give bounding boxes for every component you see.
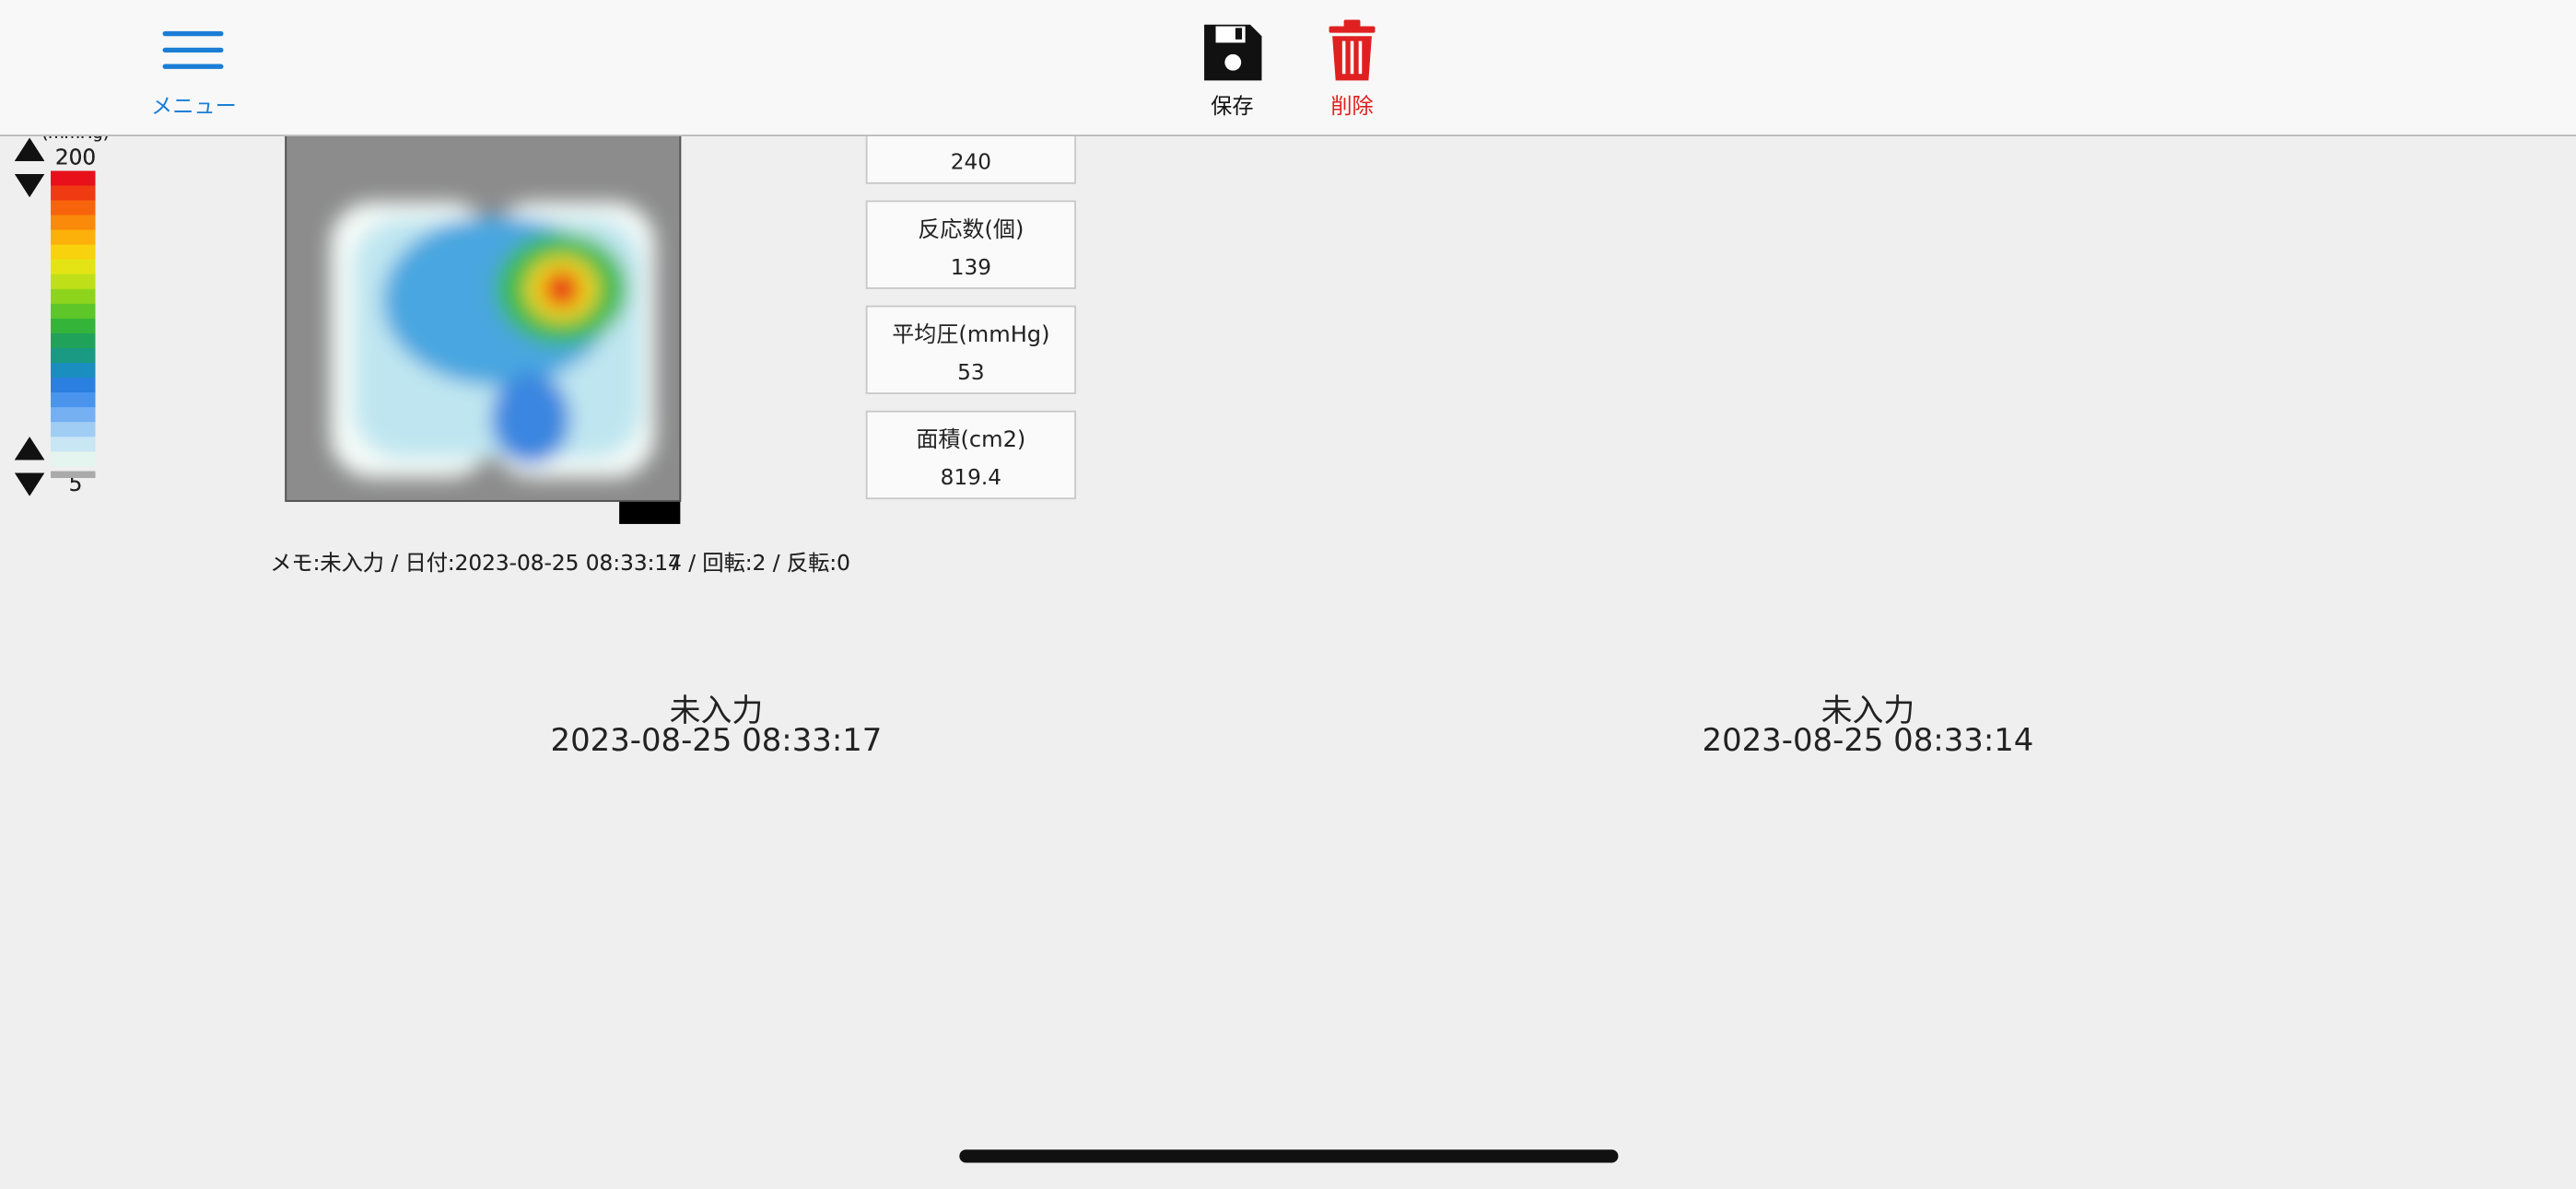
stat-value: 53: [957, 361, 985, 387]
home-indicator: [959, 1149, 1619, 1163]
menu-label[interactable]: メニュー: [151, 95, 237, 121]
color-step: [51, 259, 96, 274]
color-step: [51, 348, 96, 364]
color-step: [51, 200, 96, 216]
arrow-up[interactable]: [15, 137, 45, 161]
scale-min: 5: [68, 472, 83, 498]
delete-label[interactable]: 削除: [1330, 95, 1374, 121]
stat-label: 平均圧(mmHg): [892, 321, 1050, 349]
color-step: [51, 392, 96, 408]
stat-value: 240: [950, 151, 991, 176]
color-step: [51, 422, 96, 437]
caption-date: 2023-08-25 08:33:14: [1702, 722, 2034, 759]
scale-max: 200: [54, 146, 97, 171]
scale-min: 5: [68, 472, 83, 498]
color-step: [51, 451, 96, 467]
color-step: [51, 378, 96, 393]
scale-max: 200: [54, 146, 97, 171]
delete-icon[interactable]: [1328, 19, 1376, 82]
color-step: [51, 437, 96, 452]
caption-date: 2023-08-25 08:33:17: [550, 722, 883, 759]
heat: [330, 202, 656, 478]
color-step: [51, 170, 96, 186]
arrow-down[interactable]: [15, 174, 45, 197]
stat-box: 平均圧(mmHg) 53: [865, 305, 1076, 394]
stat-box: 反応数(個) 139: [865, 200, 1076, 289]
stat-label: 反応数(個): [918, 216, 1025, 243]
scale-max: 200: [54, 146, 97, 171]
stat-box: 面積(cm2) 819.4: [865, 410, 1076, 500]
color-step: [51, 288, 96, 304]
save-icon[interactable]: [1200, 21, 1263, 84]
corner-mark: [619, 499, 681, 524]
scale-floor: [51, 471, 96, 478]
caption-name: 未入力: [1821, 693, 1915, 729]
color-step: [51, 318, 96, 333]
save-label[interactable]: 保存: [1211, 95, 1254, 121]
color-step: [51, 332, 96, 349]
pressure-heatmap: [285, 106, 682, 502]
stat-value: 819.4: [940, 466, 1002, 492]
color-step: [51, 229, 96, 245]
arrow-down[interactable]: [15, 472, 45, 496]
heat-mid: [491, 372, 570, 465]
caption-name: 未入力: [669, 693, 764, 729]
scale-arrows: [15, 137, 45, 496]
color-step: [51, 363, 96, 379]
memo-line: メモ:未入力 / 日付:2023-08-25 08:33:14 / 回転:2 /…: [270, 552, 850, 577]
menu-icon[interactable]: [161, 29, 227, 72]
color-step: [51, 274, 96, 289]
header: メニュー 保存 削除: [0, 0, 2576, 137]
arrow-up[interactable]: [15, 437, 45, 460]
stat-label: 面積(cm2): [916, 426, 1026, 454]
color-step: [51, 185, 96, 201]
heat-red: [544, 271, 580, 308]
stat-value: 139: [950, 256, 991, 281]
color-step: [51, 407, 96, 423]
color-step: [51, 303, 96, 319]
color-step: [51, 244, 96, 260]
scale-max: 200: [54, 146, 97, 171]
color-scale: [51, 170, 96, 478]
color-step: [51, 215, 96, 230]
memo-line: メモ:未入力 / 日付:2023-08-25 08:33:17 / 回転:2 /…: [270, 552, 850, 577]
